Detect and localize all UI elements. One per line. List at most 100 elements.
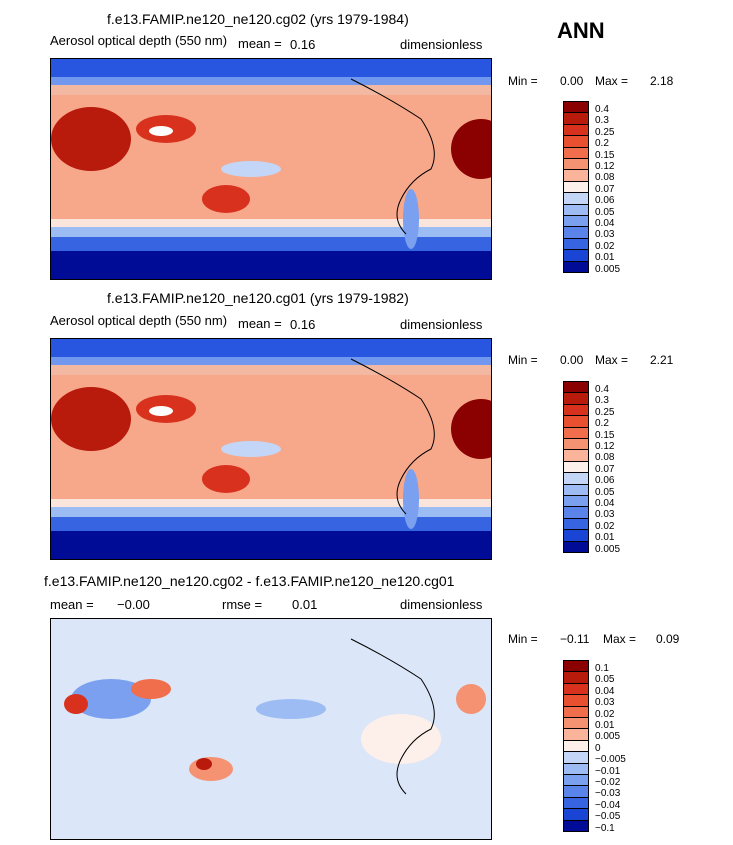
panel2-map [50,338,492,560]
colorbar-tick-label: 0.01 [595,252,615,264]
colorbar-tick-label: 0.2 [595,418,609,430]
colorbar-tick-label: 0.12 [595,441,615,452]
panel1-variable-label: Aerosol optical depth (550 nm) [50,33,228,48]
panel1-title: f.e13.FAMIP.ne120_ne120.cg02 (yrs 1979-1… [107,11,409,27]
colorbar-tick-label: 0.4 [595,384,609,395]
colorbar-tick-label: −0.02 [595,777,621,788]
colorbar-tick-label: 0.005 [595,543,621,555]
panel3-rmse-label: rmse = [222,597,263,612]
panel2-min-label: Min = [508,353,538,367]
colorbar-swatch [563,260,589,273]
panel1-southern-band2 [51,227,491,237]
panel2-max-label: Max = [595,353,629,367]
colorbar-tick-label: 0.05 [595,206,615,218]
panel3-westafrica-red [64,694,88,714]
colorbar-tick-label: 0.02 [595,520,615,532]
panel2-variable-label: Aerosol optical depth (550 nm) [50,313,228,328]
panel2-australia-high [202,465,250,493]
panel3-min-label: Min = [508,632,538,646]
panel2-mean-value: 0.16 [290,317,316,332]
colorbar-tick-label: 0.005 [595,731,621,743]
panel2-coastline [350,358,435,515]
panel3-max-value: 0.09 [656,632,680,646]
panel1-sahara-high [51,107,131,171]
colorbar-tick-label: 0.1 [595,663,609,674]
panel2-southern-band3 [51,517,491,531]
panel2-mean-label: mean = [238,316,282,331]
panel3-australia-red [189,757,233,781]
colorbar-tick-label: −0.03 [595,788,621,800]
panel3-title: f.e13.FAMIP.ne120_ne120.cg02 - f.e13.FAM… [44,573,455,589]
panel3-min-value: −0.11 [560,632,590,646]
panel2-subarctic-band [51,357,491,365]
colorbar-tick-label: 0.25 [595,406,615,418]
panel1-antarctic-band [51,251,491,279]
colorbar-tick-label: 0.07 [595,463,615,475]
panel2-southern-band2 [51,507,491,517]
panel2-max-value: 2.21 [650,353,674,367]
panel3-rmse-value: 0.01 [292,597,318,612]
panel1-andes-low [403,189,419,249]
panel1-colorbar: 0.4 0.3 0.25 0.2 0.15 0.12 0.08 0.07 0.06 0.05 0.0… [563,101,633,275]
panel2-units: dimensionless [400,317,483,332]
panel2-sahara-high [51,387,131,451]
season-label: ANN [557,18,605,43]
panel3-coastline [350,638,435,795]
panel2-min-value: 0.00 [560,353,584,367]
panel1-map [50,58,492,280]
panel1-subarctic-band [51,77,491,85]
panel3-field [51,619,491,839]
panel1-field [51,59,491,279]
panel3-atlantic-neutral [361,714,441,764]
panel2-southern-band1 [51,499,491,507]
colorbar-tick-label: 0.03 [595,509,615,521]
panel1-australia-high [202,185,250,213]
colorbar-tick-label: 0.06 [595,195,615,207]
panel1-pacific-low [221,161,281,177]
panel2-midlat-band [51,365,491,375]
colorbar-tick-label: 0.07 [595,183,615,195]
colorbar-tick-label: 0.03 [595,229,615,241]
colorbar-tick-label: 0.005 [595,263,621,275]
colorbar-tick-label: 0.01 [595,720,615,731]
colorbar-tick-label: −0.005 [595,754,626,766]
panel3-australia-core [196,758,212,770]
panel1-tibet-low [149,126,173,136]
panel1-midlat-band [51,85,491,95]
colorbar-tick-label: 0.4 [595,104,609,115]
colorbar-tick-label: 0.15 [595,149,615,161]
colorbar-tick-label: 0.25 [595,126,615,138]
panel1-max-label: Max = [595,74,629,88]
colorbar-tick-label: 0 [595,742,601,754]
colorbar-tick-label: 0.02 [595,240,615,252]
colorbar-tick-label: 0.08 [595,172,615,184]
colorbar-swatch [563,540,589,553]
colorbar-tick-label: 0.15 [595,429,615,441]
panel1-mean-value: 0.16 [290,37,316,52]
colorbar-tick-label: 0.3 [595,115,609,127]
panel2-colorbar: 0.4 0.3 0.25 0.2 0.15 0.12 0.08 0.07 0.06 0.05 0.0… [563,381,633,555]
panel1-southern-band1 [51,219,491,227]
panel3-mean-value: −0.00 [117,597,150,612]
panel1-min-label: Min = [508,74,538,88]
colorbar-tick-label: −0.04 [595,799,621,811]
colorbar-tick-label: 0.04 [595,218,615,229]
panel3-east-red [456,684,486,714]
colorbar-tick-label: 0.12 [595,161,615,172]
panel2-andes-low [403,469,419,529]
colorbar-tick-label: 0.06 [595,475,615,487]
colorbar-tick-label: 0.05 [595,486,615,498]
colorbar-tick-label: 0.03 [595,697,615,709]
colorbar-tick-label: 0.04 [595,498,615,509]
panel3-map [50,618,492,840]
colorbar-tick-label: 0.3 [595,395,609,407]
panel1-atlantic-high [451,119,491,179]
panel1-min-value: 0.00 [560,74,584,88]
colorbar-tick-label: 0.2 [595,138,609,150]
colorbar-tick-label: −0.05 [595,811,621,823]
panel1-arctic-band [51,59,491,77]
panel3-units: dimensionless [400,597,483,612]
panel3-mean-label: mean = [50,597,94,612]
panel2-title: f.e13.FAMIP.ne120_ne120.cg01 (yrs 1979-1… [107,290,409,306]
panel3-arabia-red [131,679,171,699]
